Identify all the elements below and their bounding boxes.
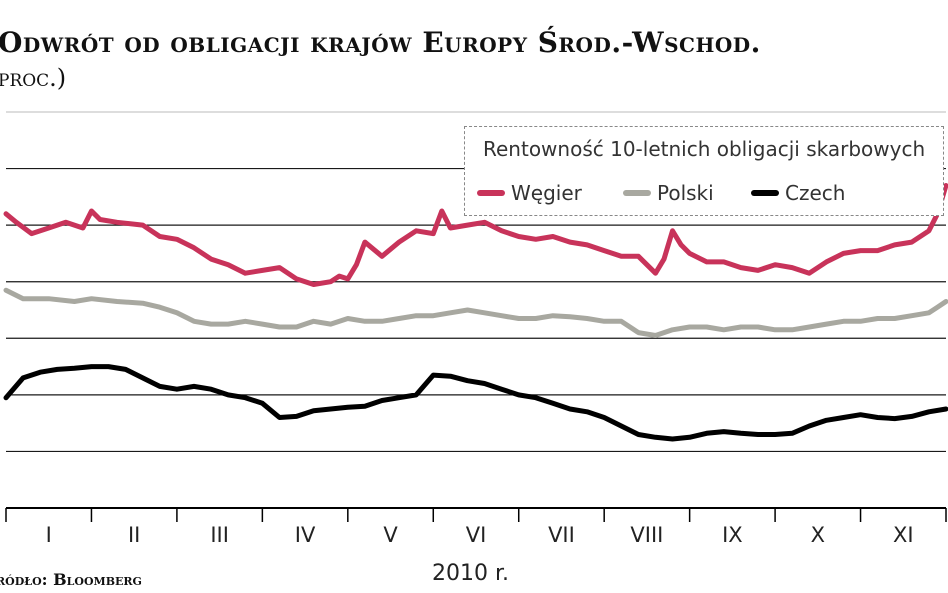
x-tick-label: III xyxy=(210,523,229,547)
x-tick-label: XI xyxy=(893,523,914,547)
x-tick-label: IX xyxy=(722,523,743,547)
x-tick-label: VIII xyxy=(630,523,663,547)
series-line-poland xyxy=(3,287,948,338)
legend-swatch-czech xyxy=(751,190,779,196)
legend-item-poland: Polski xyxy=(623,181,714,205)
chart-subtitle: proc.) xyxy=(0,64,67,92)
legend-title: Rentowność 10-letnich obligacji skarbowy… xyxy=(483,137,926,161)
x-tick-label: II xyxy=(128,523,140,547)
x-tick-label: IV xyxy=(295,523,316,547)
legend-label-czech: Czech xyxy=(785,181,846,205)
legend-item-hungary: Węgier xyxy=(477,181,582,205)
x-tick-label: VII xyxy=(548,523,575,547)
legend-swatch-poland xyxy=(623,190,651,196)
x-tick-label: X xyxy=(811,523,825,547)
legend-label-poland: Polski xyxy=(657,181,714,205)
legend-label-hungary: Węgier xyxy=(511,181,582,205)
source-note: ródło: Bloomberg xyxy=(0,570,142,589)
chart-legend: Rentowność 10-letnich obligacji skarbowy… xyxy=(464,126,944,216)
legend-item-czech: Czech xyxy=(751,181,845,205)
x-axis-title: 2010 r. xyxy=(432,561,509,586)
x-tick-label: VI xyxy=(466,523,487,547)
series-line-czech xyxy=(3,364,948,442)
series-layer xyxy=(3,183,948,442)
axis-layer: I II III IV V VI VII VIII IX X XI xyxy=(5,507,947,547)
legend-swatch-hungary xyxy=(477,190,505,196)
x-tick-label: V xyxy=(383,523,398,547)
x-tick-label: I xyxy=(46,523,52,547)
chart-title: Odwrót od obligacji krajów Europy Środ.-… xyxy=(0,26,761,59)
series-line-hungary xyxy=(3,183,948,287)
